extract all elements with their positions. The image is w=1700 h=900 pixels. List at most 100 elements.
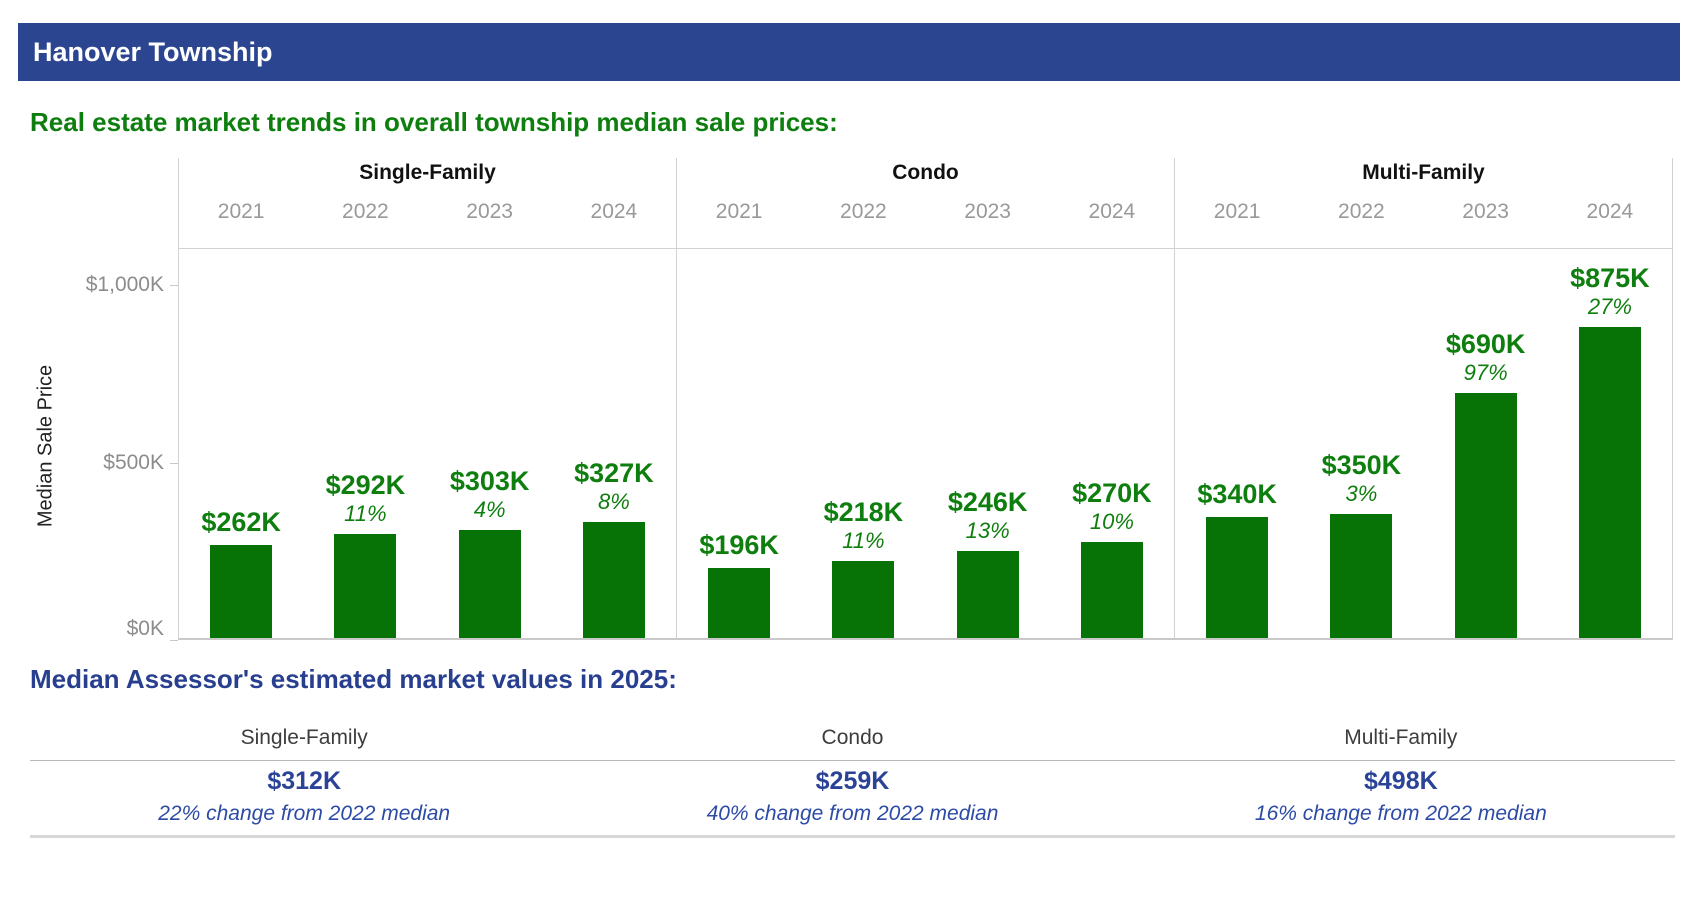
assessor-cell: $312K 22% change from 2022 median — [30, 761, 578, 835]
bar — [582, 521, 645, 638]
year-label: 2024 — [1088, 200, 1136, 223]
plot-top-border — [178, 248, 1673, 249]
bar-value-label: $327K — [574, 457, 654, 488]
year-label: 2024 — [1586, 200, 1634, 223]
assessor-title: Median Assessor's estimated market value… — [30, 664, 677, 694]
year-label: 2023 — [1462, 200, 1509, 223]
bar-pct-change-label: 10% — [1089, 509, 1134, 535]
page-title: Hanover Township — [33, 36, 273, 67]
bar-pct-change-label: 4% — [473, 497, 506, 523]
bar — [956, 550, 1019, 638]
bar-value-label: $350K — [1321, 449, 1402, 480]
bar-pct-change-label: 97% — [1463, 360, 1508, 386]
bar-value-label: $196K — [699, 530, 779, 561]
bar-value-label: $262K — [201, 507, 281, 537]
bar-pct-change-label: 11% — [842, 527, 885, 553]
y-tick-mark — [170, 462, 178, 464]
bar-value-label: $218K — [823, 496, 904, 527]
bar-value-label: $246K — [947, 486, 1028, 517]
year-label: 2023 — [466, 200, 513, 223]
assessor-cell: $498K 16% change from 2022 median — [1127, 761, 1675, 835]
panel-condo: Condo 2021 2022 2023 2024 $196K $218K 11% $246K 1… — [676, 158, 1174, 638]
bar-slot-2024: $327K 8% — [552, 248, 676, 638]
bar-labels: $270K 10% — [1072, 478, 1152, 535]
year-label: 2021 — [1213, 200, 1261, 223]
bar — [1578, 327, 1641, 638]
year-label: 2021 — [715, 200, 763, 223]
bar-value-label: $292K — [325, 470, 406, 501]
panel-title: Single-Family — [359, 161, 496, 184]
bar-labels: $292K 11% — [326, 470, 406, 527]
bar-slot-2021: $196K — [677, 248, 801, 638]
assessor-change-label: 40% change from 2022 median — [706, 802, 999, 825]
bar-value-label: $875K — [1570, 263, 1650, 294]
panel-title: Multi-Family — [1362, 161, 1485, 184]
assessor-column-header: Multi-Family — [1344, 726, 1458, 749]
assessor-column-header: Condo — [821, 726, 884, 749]
year-axis: 2021 2022 2023 2024 — [677, 200, 1174, 224]
bar-slot-2021: $340K — [1175, 248, 1299, 638]
bar-slot-2022: $292K 11% — [303, 248, 427, 638]
bar-labels: $875K 27% — [1570, 263, 1650, 320]
bar-slots: $262K $292K 11% $303K 4% $327K 8% — [179, 248, 676, 638]
bar-value-label: $340K — [1197, 479, 1277, 510]
bar-labels: $196K — [699, 530, 779, 561]
bar-pct-change-label: 27% — [1587, 294, 1632, 320]
bar-labels: $690K 97% — [1446, 329, 1526, 386]
panel-title: Condo — [892, 161, 959, 184]
bar-slots: $340K $350K 3% $690K 97% $875K 27% — [1175, 248, 1672, 638]
assessor-change-label: 16% change from 2022 median — [1254, 802, 1547, 825]
assessor-table: Single-Family Condo Multi-Family $312K 22% c… — [30, 726, 1675, 838]
bar-labels: $340K — [1197, 479, 1277, 510]
bar-slot-2024: $875K 27% — [1548, 248, 1672, 638]
year-axis: 2021 2022 2023 2024 — [179, 200, 676, 224]
bar-value-label: $270K — [1072, 478, 1152, 509]
bar-slot-2022: $218K 11% — [801, 248, 925, 638]
bar — [708, 568, 771, 638]
bar-labels: $303K 4% — [450, 466, 530, 523]
year-label: 2022 — [342, 200, 389, 223]
bar-slot-2023: $690K 97% — [1424, 248, 1548, 638]
median-sale-price-chart: Median Sale Price $1,000K $500K $0K Single… — [0, 158, 1700, 641]
bar-slots: $196K $218K 11% $246K 13% $270K 10% — [677, 248, 1174, 638]
year-axis: 2021 2022 2023 2024 — [1175, 200, 1672, 224]
bar-value-label: $303K — [449, 466, 530, 497]
bar-labels: $246K 13% — [948, 487, 1028, 544]
year-label: 2022 — [840, 200, 887, 223]
bar — [1206, 517, 1269, 638]
bar-value-label: $690K — [1445, 329, 1526, 360]
bar-labels: $262K — [201, 507, 281, 538]
assessor-cell: $259K 40% change from 2022 median — [578, 761, 1126, 835]
year-label: 2022 — [1338, 200, 1385, 223]
y-tick-label: $0K — [126, 617, 164, 640]
panel-single-family: Single-Family 2021 2022 2023 2024 $262K $292K 1… — [179, 158, 676, 638]
bar — [832, 560, 895, 638]
assessor-value: $259K — [815, 767, 890, 795]
y-tick-mark — [170, 640, 178, 641]
bar-pct-change-label: 3% — [1345, 480, 1378, 506]
bar-pct-change-label: 11% — [344, 501, 387, 527]
bar-pct-change-label: 13% — [965, 517, 1010, 543]
bar-labels: $218K 11% — [824, 497, 904, 554]
bar — [334, 534, 397, 638]
bar-slot-2023: $303K 4% — [428, 248, 552, 638]
bar — [1454, 393, 1517, 638]
year-label: 2024 — [590, 200, 638, 223]
bar-labels: $327K 8% — [574, 458, 654, 515]
assessor-separator-bottom — [30, 835, 1675, 838]
assessor-value: $498K — [1363, 767, 1438, 795]
assessor-separator-top — [30, 760, 1675, 761]
chart-frame: Single-Family 2021 2022 2023 2024 $262K $292K 1… — [178, 158, 1673, 640]
bar — [1330, 513, 1393, 638]
bar-slot-2024: $270K 10% — [1050, 248, 1174, 638]
bar-slot-2023: $246K 13% — [926, 248, 1050, 638]
assessor-column-header: Single-Family — [240, 726, 368, 749]
y-tick-mark — [170, 285, 178, 286]
bar-pct-change-label: 8% — [597, 488, 630, 514]
y-tick-label: $500K — [103, 450, 164, 474]
bar-slot-2022: $350K 3% — [1299, 248, 1423, 638]
assessor-value: $312K — [267, 767, 341, 795]
year-label: 2023 — [964, 200, 1011, 223]
bar-slot-2021: $262K — [179, 248, 303, 638]
panel-multi-family: Multi-Family 2021 2022 2023 2024 $340K $350K 3%… — [1174, 158, 1672, 638]
